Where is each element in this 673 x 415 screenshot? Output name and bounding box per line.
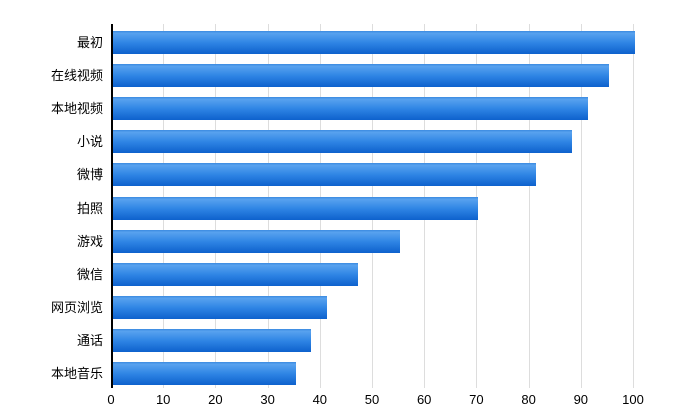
category-label: 小说 bbox=[76, 134, 103, 150]
x-tick-label: 90 bbox=[573, 392, 589, 407]
gridline bbox=[528, 24, 530, 388]
bar-row bbox=[113, 130, 573, 154]
y-axis-line bbox=[111, 24, 113, 388]
x-tick-label: 20 bbox=[208, 392, 223, 407]
bar-小说 bbox=[113, 130, 573, 154]
gridline bbox=[580, 24, 582, 388]
category-label: 微博 bbox=[76, 167, 103, 183]
bar-本地音乐 bbox=[113, 361, 296, 385]
bar-row bbox=[113, 163, 536, 187]
bar-游戏 bbox=[113, 229, 401, 253]
bar-在线视频 bbox=[113, 64, 609, 88]
x-tick-label: 80 bbox=[521, 392, 536, 407]
category-label: 最初 bbox=[76, 35, 103, 51]
bar-最初 bbox=[113, 31, 635, 55]
bar-row bbox=[113, 328, 312, 352]
x-tick-label: 40 bbox=[312, 392, 328, 407]
bar-网页浏览 bbox=[113, 295, 328, 319]
category-label: 本地音乐 bbox=[50, 365, 103, 381]
x-tick-label: 0 bbox=[107, 392, 115, 407]
x-tick-label: 10 bbox=[155, 392, 171, 407]
category-label: 微信 bbox=[76, 266, 103, 282]
x-tick-label: 30 bbox=[260, 392, 275, 407]
x-tick-label: 70 bbox=[469, 392, 484, 407]
x-tick-label: 100 bbox=[622, 392, 644, 407]
category-label: 网页浏览 bbox=[50, 299, 103, 315]
x-tick-label: 50 bbox=[364, 392, 380, 407]
category-label: 本地视频 bbox=[50, 101, 103, 117]
category-label: 在线视频 bbox=[50, 68, 103, 84]
bar-微信 bbox=[113, 262, 359, 286]
bar-row bbox=[113, 262, 359, 286]
bar-微博 bbox=[113, 163, 536, 187]
category-label: 游戏 bbox=[76, 233, 103, 249]
bar-row bbox=[113, 361, 296, 385]
bar-通话 bbox=[113, 328, 312, 352]
bar-row bbox=[113, 196, 479, 220]
plot-area bbox=[111, 24, 635, 388]
bar-row bbox=[113, 64, 609, 88]
category-label: 拍照 bbox=[76, 200, 103, 216]
bar-row bbox=[113, 229, 401, 253]
gridline bbox=[633, 24, 634, 388]
bar-row bbox=[113, 31, 635, 55]
bar-row bbox=[113, 295, 328, 319]
x-tick-label: 60 bbox=[416, 392, 432, 407]
category-label: 通话 bbox=[76, 332, 103, 348]
bar-本地视频 bbox=[113, 97, 589, 121]
bar-拍照 bbox=[113, 196, 479, 220]
bar-row bbox=[113, 97, 589, 121]
